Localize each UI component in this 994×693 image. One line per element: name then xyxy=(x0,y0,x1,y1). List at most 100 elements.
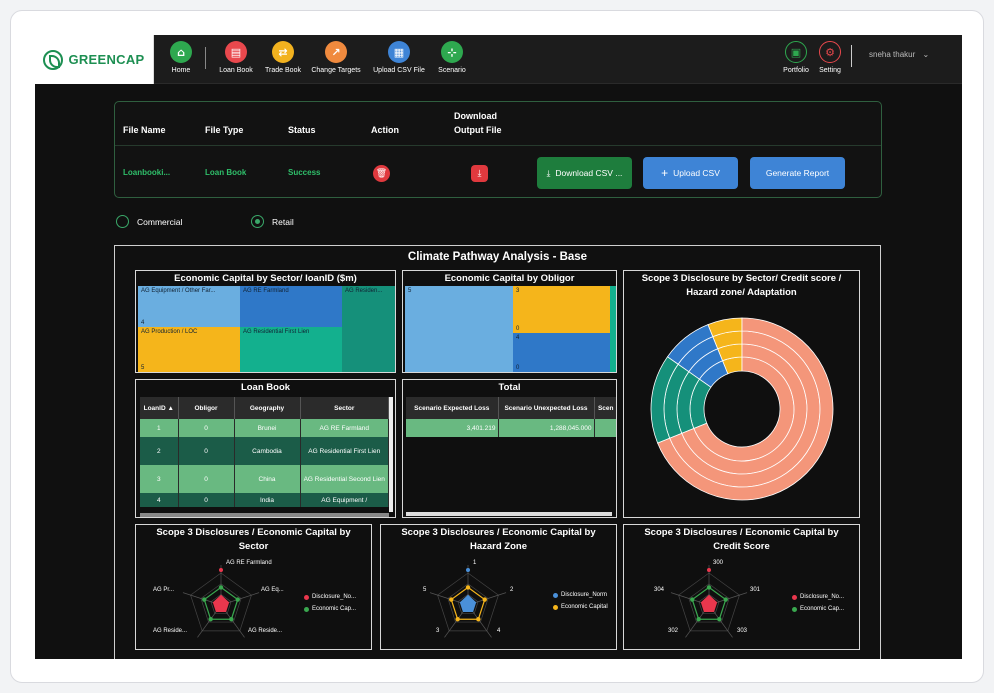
radar-point[interactable] xyxy=(235,597,240,602)
radar-point[interactable] xyxy=(476,617,481,622)
cell xyxy=(594,419,616,437)
radio-commercial[interactable]: Commercial xyxy=(116,215,182,228)
table-row[interactable]: 2 0 Cambodia AG Residential First Lien xyxy=(140,437,389,465)
nav-upload-csv-label: Upload CSV File xyxy=(373,67,425,74)
donut-segment[interactable] xyxy=(650,356,679,444)
cell: 3 xyxy=(140,465,179,493)
treemap-tile[interactable]: 3 0 xyxy=(513,286,610,333)
upload-csv-button[interactable]: + Upload CSV xyxy=(643,157,738,189)
treemap-tile[interactable]: 5 xyxy=(405,286,513,372)
nav-setting[interactable]: ⚙ Setting xyxy=(795,41,865,74)
table-row[interactable]: 3,401.219 1,288,045.000 xyxy=(406,419,616,437)
panel-subtitle: Sector xyxy=(238,541,269,552)
vertical-scrollbar[interactable] xyxy=(389,397,393,512)
treemap-tile[interactable]: AG Residen... xyxy=(342,286,395,372)
cell: AG Equipment / xyxy=(300,493,389,507)
radio-button[interactable] xyxy=(116,215,129,228)
col-expected-loss[interactable]: Scenario Expected Loss xyxy=(406,397,499,419)
radar-point[interactable] xyxy=(717,617,722,622)
delete-icon[interactable]: 🗑 xyxy=(373,165,390,182)
nav-loan-book[interactable]: ▤ Loan Book xyxy=(201,41,271,74)
panel-title: Total xyxy=(498,382,521,393)
logo[interactable]: GREENCAP xyxy=(35,35,154,84)
radio-button-selected[interactable] xyxy=(251,215,264,228)
tile-label: AG RE Farmland xyxy=(243,288,289,294)
plus-icon: + xyxy=(661,166,669,180)
nav-portfolio[interactable]: ▣ Portfolio xyxy=(761,41,831,74)
horizontal-scrollbar[interactable] xyxy=(406,512,612,516)
table-row[interactable]: 1 0 Brunei AG RE Farmland xyxy=(140,419,389,437)
nav-home[interactable]: ⌂ Home xyxy=(146,41,216,74)
axis-label: 303 xyxy=(737,628,748,634)
radar-point[interactable] xyxy=(208,617,213,622)
treemap-tile[interactable]: AG Equipment / Other Far... 4 xyxy=(138,286,240,327)
panel-title: Economic Capital by Sector/ loanID ($m) xyxy=(174,273,357,284)
panel-title: Scope 3 Disclosures / Economic Capital b… xyxy=(644,527,839,538)
radar-series-economic-capital xyxy=(450,586,486,620)
radio-retail[interactable]: Retail xyxy=(251,215,294,228)
nav-upload-csv[interactable]: ▦ Upload CSV File xyxy=(364,41,434,74)
radar-point[interactable] xyxy=(482,597,487,602)
radar-point[interactable] xyxy=(696,617,701,622)
axis-label: 301 xyxy=(750,587,761,593)
table-row[interactable]: 3 0 China AG Residential Second Lien xyxy=(140,465,389,493)
radar-grid xyxy=(200,583,242,623)
nav-scenario[interactable]: ⊹ Scenario xyxy=(417,41,487,74)
status-cell: Success xyxy=(288,168,321,177)
radar-point[interactable] xyxy=(218,585,224,590)
nav-trade-book[interactable]: ⇄ Trade Book xyxy=(248,41,318,74)
download-icon[interactable]: ⤓ xyxy=(471,165,488,182)
col-unexpected-loss[interactable]: Scenario Unexpected Loss xyxy=(498,397,595,419)
user-menu[interactable]: sneha thakur ⌄ xyxy=(869,50,929,59)
legend-item[interactable]: Disclosure_No... xyxy=(304,594,356,600)
radar-series-disclosure xyxy=(212,594,230,612)
donut-segment[interactable] xyxy=(657,317,834,501)
radar-point[interactable] xyxy=(706,585,712,590)
generate-report-button[interactable]: Generate Report xyxy=(750,157,845,189)
radar-credit-panel: Scope 3 Disclosures / Economic Capital b… xyxy=(623,524,860,650)
download-csv-button[interactable]: ⤓ Download CSV ... xyxy=(537,157,632,189)
treemap-tile[interactable]: AG RE Farmland xyxy=(240,286,342,327)
horizontal-scrollbar[interactable] xyxy=(140,513,389,517)
radar-point[interactable] xyxy=(229,617,234,622)
legend-item[interactable]: Economic Cap... xyxy=(792,606,844,612)
treemap-tile[interactable]: AG Residential First Lien xyxy=(240,327,342,372)
radar-point[interactable] xyxy=(707,568,711,572)
legend-label: Economic Cap... xyxy=(312,606,357,612)
radar-point[interactable] xyxy=(690,597,695,602)
radar-point[interactable] xyxy=(202,597,207,602)
radar-point[interactable] xyxy=(455,617,460,622)
radar-point[interactable] xyxy=(449,597,454,602)
upload-csv-icon: ▦ xyxy=(388,41,410,63)
tile-label: 5 xyxy=(408,288,412,294)
col-loanid[interactable]: LoanID ▲ xyxy=(140,397,179,419)
radar-point[interactable] xyxy=(219,568,223,572)
col-obligor[interactable]: Obligor xyxy=(178,397,235,419)
col-scenario[interactable]: Scen xyxy=(594,397,616,419)
legend-label: Disclosure_Norm xyxy=(561,592,608,598)
app-window: GREENCAP ⌂ Home ▤ Loan Book ⇄ Trade Book… xyxy=(35,35,962,659)
legend-item[interactable]: Disclosure_Norm xyxy=(553,592,607,598)
donut-segment[interactable] xyxy=(666,324,714,365)
legend-item[interactable]: Disclosure_No... xyxy=(792,594,844,600)
panel-title: Scope 3 Disclosures / Economic Capital b… xyxy=(401,527,596,538)
table-header-row: Scenario Expected Loss Scenario Unexpect… xyxy=(406,397,616,419)
chevron-down-icon: ⌄ xyxy=(922,50,930,59)
col-geography[interactable]: Geography xyxy=(234,397,301,419)
nav-change-targets[interactable]: ↗ Change Targets xyxy=(301,41,371,74)
radar-point[interactable] xyxy=(723,597,728,602)
legend-item[interactable]: Economic Capital xyxy=(553,604,608,610)
loan-book-icon: ▤ xyxy=(225,41,247,63)
legend-item[interactable]: Economic Cap... xyxy=(304,606,356,612)
scope3-donut-chart xyxy=(650,317,834,501)
treemap-tile[interactable] xyxy=(610,286,616,372)
treemap-tile[interactable]: 4 0 xyxy=(513,333,610,372)
col-sector[interactable]: Sector xyxy=(300,397,389,419)
file-name-cell[interactable]: Loanbooki... xyxy=(123,168,171,177)
logo-text: GREENCAP xyxy=(68,52,145,67)
table-row[interactable]: 4 0 India AG Equipment / xyxy=(140,493,389,507)
treemap-tile[interactable]: AG Production / LOC 5 xyxy=(138,327,240,372)
radar-point[interactable] xyxy=(465,585,471,590)
scenario-icon: ⊹ xyxy=(441,41,463,63)
radar-point[interactable] xyxy=(466,568,470,572)
